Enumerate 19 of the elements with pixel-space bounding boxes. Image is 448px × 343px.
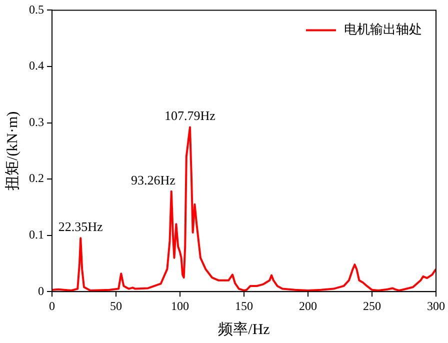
x-tick-label: 100 — [171, 298, 189, 313]
annotation: 22.35Hz — [58, 219, 104, 234]
y-tick-label: 0 — [38, 284, 44, 298]
x-tick-label: 300 — [427, 298, 445, 313]
x-tick-label: 0 — [49, 298, 55, 313]
y-axis-title: 扭矩/(kN·m) — [4, 111, 21, 190]
x-tick-label: 150 — [235, 298, 253, 313]
legend-label: 电机输出轴处 — [344, 22, 422, 37]
x-tick-label: 50 — [110, 298, 122, 313]
x-tick-label: 200 — [299, 298, 317, 313]
x-tick-label: 250 — [363, 298, 381, 313]
y-tick-label: 0.2 — [29, 171, 44, 186]
y-tick-label: 0.3 — [29, 114, 44, 129]
annotation: 93.26Hz — [130, 172, 176, 188]
y-tick-label: 0.1 — [29, 227, 44, 242]
y-tick-label: 0.5 — [29, 2, 44, 16]
y-tick-label: 0.4 — [29, 58, 44, 73]
x-axis-title: 频率/Hz — [218, 320, 270, 338]
annotation: 107.79Hz — [164, 108, 216, 124]
